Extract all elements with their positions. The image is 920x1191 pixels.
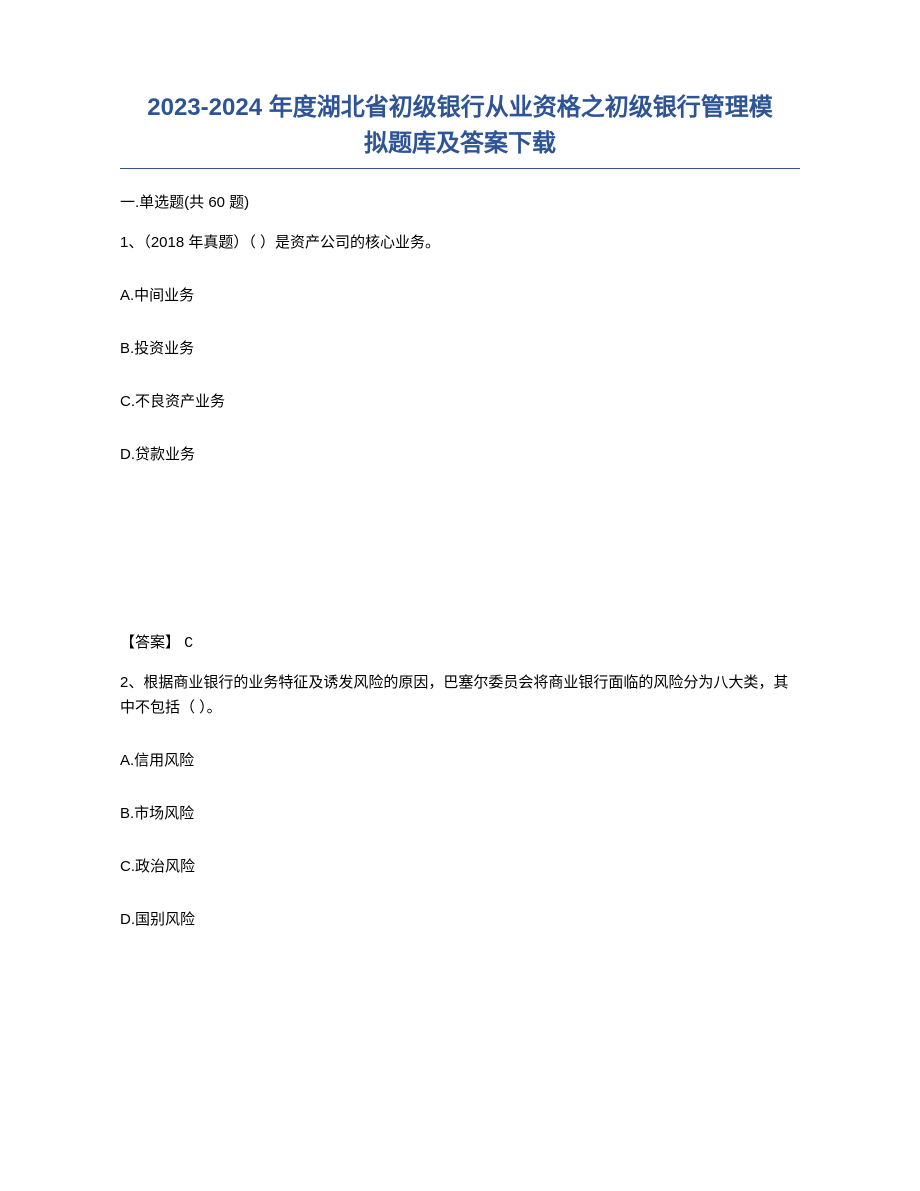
q2-option-d: D.国别风险 <box>120 908 800 929</box>
q1-option-c: C.不良资产业务 <box>120 390 800 411</box>
q1-stem: 1、（2018 年真题）（ ）是资产公司的核心业务。 <box>120 230 800 256</box>
answer-letter: C <box>184 635 193 652</box>
q2-stem: 2、根据商业银行的业务特征及诱发风险的原因，巴塞尔委员会将商业银行面临的风险分为… <box>120 670 800 721</box>
section-header: 一.单选题(共 60 题) <box>120 191 800 212</box>
q2-option-b: B.市场风险 <box>120 802 800 823</box>
title-line-2: 拟题库及答案下载 <box>364 130 556 157</box>
page-title: 2023-2024 年度湖北省初级银行从业资格之初级银行管理模 拟题库及答案下载 <box>120 90 800 162</box>
spacer <box>120 496 800 631</box>
document-page: 2023-2024 年度湖北省初级银行从业资格之初级银行管理模 拟题库及答案下载… <box>0 0 920 929</box>
q1-option-a: A.中间业务 <box>120 284 800 305</box>
q1-option-b: B.投资业务 <box>120 337 800 358</box>
answer-label: 【答案】 <box>120 634 184 651</box>
q2-option-a: A.信用风险 <box>120 749 800 770</box>
q1-option-d: D.贷款业务 <box>120 443 800 464</box>
q2-option-c: C.政治风险 <box>120 855 800 876</box>
title-divider <box>120 168 800 169</box>
q1-answer: 【答案】 C <box>120 631 800 652</box>
title-line-1: 2023-2024 年度湖北省初级银行从业资格之初级银行管理模 <box>147 94 772 121</box>
